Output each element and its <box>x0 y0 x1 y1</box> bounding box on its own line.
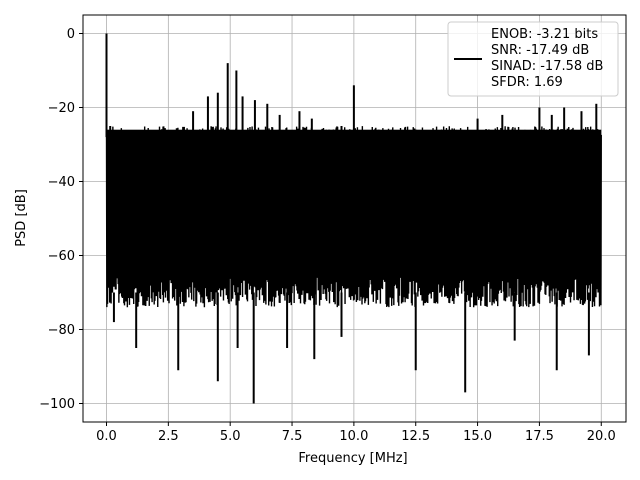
x-tick-label: 2.5 <box>158 429 179 444</box>
x-tick-label: 15.0 <box>463 429 492 444</box>
y-tick-label: −80 <box>48 323 75 338</box>
x-tick-label: 5.0 <box>220 429 241 444</box>
x-tick-label: 0.0 <box>96 429 117 444</box>
legend-entry-snr: SNR: -17.49 dB <box>491 43 589 58</box>
legend-entry-sfdr: SFDR: 1.69 <box>491 75 563 90</box>
legend-entry-enob: ENOB: -3.21 bits <box>491 27 598 42</box>
legend-entry-sinad: SINAD: -17.58 dB <box>491 59 603 74</box>
x-tick-label: 10.0 <box>339 429 368 444</box>
x-tick-label: 12.5 <box>401 429 430 444</box>
y-tick-label: −100 <box>39 397 75 412</box>
plot-frame <box>82 14 627 423</box>
x-axis-ticks: 0.0 2.5 5.0 7.5 10.0 12.5 15.0 17.5 20.0 <box>96 422 616 444</box>
x-axis-label: Frequency [MHz] <box>298 451 407 466</box>
y-axis-label: PSD [dB] <box>14 189 29 247</box>
y-tick-label: −20 <box>48 101 75 116</box>
y-tick-label: −40 <box>48 175 75 190</box>
psd-noise-band <box>106 129 602 263</box>
legend: ENOB: -3.21 bits SNR: -17.49 dB SINAD: -… <box>447 21 619 97</box>
y-axis-ticks: 0 −20 −40 −60 −80 −100 <box>39 27 83 412</box>
legend-box <box>447 21 619 97</box>
x-tick-label: 17.5 <box>525 429 554 444</box>
y-tick-label: 0 <box>67 27 75 42</box>
psd-trace <box>105 33 602 404</box>
y-tick-label: −60 <box>48 249 75 264</box>
x-tick-label: 20.0 <box>587 429 616 444</box>
x-tick-label: 7.5 <box>282 429 303 444</box>
